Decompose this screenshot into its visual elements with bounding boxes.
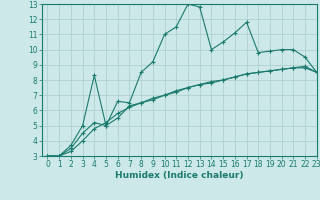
X-axis label: Humidex (Indice chaleur): Humidex (Indice chaleur) <box>115 171 244 180</box>
